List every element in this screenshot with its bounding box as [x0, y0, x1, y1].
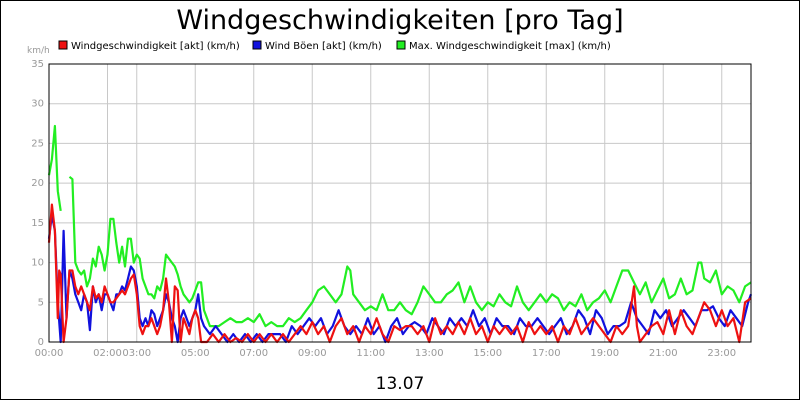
- x-tick-label: 23:00: [707, 348, 736, 359]
- legend-swatch: [252, 40, 262, 50]
- x-tick-label: 03:00: [122, 348, 151, 359]
- legend-label: Windgeschwindigkeit [akt] (km/h): [71, 41, 240, 52]
- x-tick-label: 15:00: [473, 348, 502, 359]
- y-tick-label: 25: [31, 138, 44, 149]
- x-tick-label: 02:00: [93, 348, 122, 359]
- y-tick-label: 5: [38, 297, 44, 308]
- y-tick-label: 10: [31, 258, 44, 269]
- series-lines: [47, 124, 753, 344]
- x-tick-label: 05:00: [181, 348, 210, 359]
- grid: [48, 63, 751, 343]
- legend: Windgeschwindigkeit [akt] (km/h) Wind Böe…: [58, 40, 611, 52]
- x-tick-label: 13:00: [415, 348, 444, 359]
- x-axis-ticks: 00:00 02:00 03:00 05:00 07:00 09:00 11:00 13:00…: [35, 348, 737, 359]
- chart-title: Windgeschwindigkeiten [pro Tag]: [176, 5, 623, 36]
- y-tick-label: 0: [38, 337, 44, 348]
- y-axis-ticks: 0 5 10 15 20 25 30 35: [31, 59, 44, 348]
- y-axis-unit: km/h: [27, 46, 50, 56]
- x-tick-label: 00:00: [35, 348, 64, 359]
- date-label: 13.07: [376, 374, 425, 394]
- y-tick-label: 30: [31, 99, 44, 110]
- x-tick-label: 07:00: [239, 348, 268, 359]
- legend-label: Max. Windgeschwindigkeit [max] (km/h): [409, 41, 611, 52]
- plot-border: [48, 63, 752, 343]
- x-tick-label: 21:00: [649, 348, 678, 359]
- series-line-0: [47, 124, 752, 328]
- x-tick-label: 11:00: [356, 348, 385, 359]
- legend-swatch: [58, 40, 68, 50]
- y-tick-label: 15: [31, 218, 44, 229]
- legend-label: Wind Böen [akt] (km/h): [265, 41, 382, 52]
- y-tick-label: 35: [31, 59, 44, 70]
- x-tick-label: 09:00: [298, 348, 327, 359]
- legend-swatch: [396, 40, 406, 50]
- x-tick-label: 19:00: [590, 348, 619, 359]
- x-tick-label: 17:00: [532, 348, 561, 359]
- y-tick-label: 20: [31, 178, 44, 189]
- series-line-2: [47, 203, 752, 344]
